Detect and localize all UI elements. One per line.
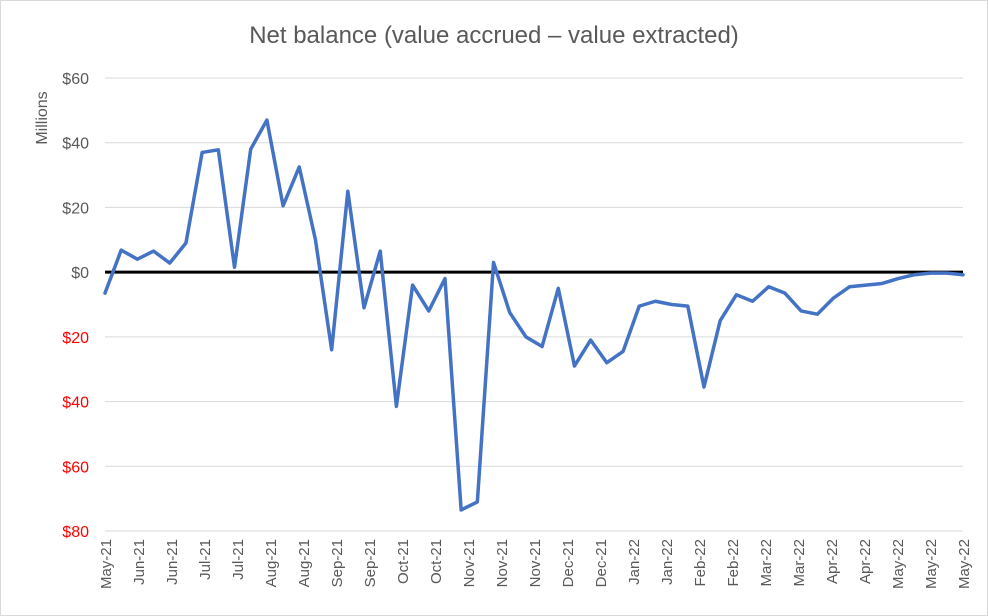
- x-tick-label: Jun-21: [164, 539, 181, 585]
- data-point: [945, 271, 949, 275]
- data-point: [864, 283, 868, 287]
- data-point: [718, 319, 722, 322]
- data-point: [816, 313, 819, 316]
- y-tick-label: $80: [62, 524, 89, 541]
- data-point: [573, 364, 576, 368]
- data-point: [767, 285, 770, 288]
- x-tick-label: Sep-21: [329, 539, 346, 587]
- x-tick-label: Nov-21: [494, 539, 511, 587]
- data-point: [880, 282, 884, 285]
- data-point: [654, 300, 657, 303]
- data-point: [298, 165, 301, 169]
- x-tick-label: Feb-22: [692, 539, 709, 587]
- x-tick-label: Mar-22: [791, 539, 808, 587]
- data-point: [929, 271, 932, 275]
- y-tick-label: $20: [62, 330, 89, 347]
- data-point: [621, 350, 625, 353]
- x-tick-label: Jul-21: [197, 539, 214, 580]
- x-tick-label: Dec-21: [560, 539, 577, 587]
- x-tick-label: Mar-22: [758, 539, 775, 587]
- data-point: [638, 304, 641, 308]
- y-tick-label: $20: [62, 200, 89, 217]
- chart-title: Net balance (value accrued – value extra…: [249, 22, 739, 49]
- x-tick-label: Jul-21: [230, 539, 247, 580]
- data-point: [249, 147, 252, 151]
- series-line: [103, 118, 965, 512]
- x-tick-label: Apr-22: [857, 539, 874, 584]
- data-point: [168, 261, 171, 265]
- data-point: [476, 500, 479, 504]
- data-point: [832, 296, 835, 300]
- data-point: [751, 300, 754, 303]
- y-tick-label: $40: [62, 136, 89, 153]
- data-point: [281, 204, 285, 208]
- data-point: [783, 291, 787, 295]
- y-tick-label: $60: [62, 459, 89, 476]
- data-point: [735, 293, 738, 296]
- data-point: [508, 311, 511, 314]
- data-point: [330, 348, 333, 351]
- x-tick-label: Dec-21: [593, 539, 610, 587]
- x-axis: May-21 Jun-21 Jun-21 Jul-21 Jul-21 Aug-21 Aug-…: [98, 539, 973, 589]
- data-point: [265, 118, 269, 122]
- x-tick-label: May-22: [890, 539, 907, 589]
- data-point: [184, 241, 188, 245]
- data-point: [605, 361, 609, 364]
- data-point: [897, 277, 900, 280]
- data-point: [913, 273, 916, 276]
- y-axis: $60 $40 $20 $0 $20 $40 $60 $80: [62, 71, 89, 541]
- x-tick-label: Nov-21: [461, 539, 478, 587]
- data-point: [314, 238, 317, 241]
- x-tick-label: Jan-22: [626, 539, 643, 585]
- data-point: [557, 287, 560, 290]
- x-tick-label: Aug-21: [296, 539, 313, 587]
- data-point: [540, 345, 544, 348]
- gridlines: [105, 77, 963, 532]
- data-point: [395, 405, 398, 408]
- y-axis-title: Millions: [34, 91, 51, 144]
- data-point: [103, 291, 107, 295]
- x-tick-label: May-22: [956, 539, 973, 589]
- x-tick-label: Apr-22: [824, 539, 841, 584]
- data-point: [379, 249, 382, 253]
- data-point: [233, 266, 236, 269]
- x-tick-label: Sep-21: [362, 539, 379, 587]
- x-tick-label: Nov-21: [527, 539, 544, 587]
- data-point: [119, 248, 123, 252]
- y-tick-label: $40: [62, 395, 89, 412]
- data-point: [362, 306, 366, 309]
- y-tick-label: $60: [62, 71, 89, 88]
- data-point: [848, 285, 851, 288]
- x-tick-label: May-21: [98, 539, 115, 589]
- data-point: [589, 338, 592, 342]
- x-tick-label: May-22: [923, 539, 940, 589]
- data-point: [492, 261, 495, 264]
- x-tick-label: Oct-21: [428, 539, 445, 584]
- data-point: [686, 304, 689, 308]
- data-point: [799, 309, 803, 313]
- data-point: [200, 151, 204, 154]
- x-tick-label: Oct-21: [395, 539, 412, 584]
- data-point: [427, 309, 430, 313]
- data-point: [136, 258, 139, 261]
- data-point: [217, 148, 220, 152]
- data-point: [524, 335, 528, 339]
- x-tick-label: Jan-22: [659, 539, 676, 585]
- data-point: [346, 190, 350, 193]
- data-point: [459, 508, 463, 512]
- series-group: [103, 118, 965, 512]
- data-point: [443, 277, 447, 280]
- y-tick-label: $0: [71, 265, 89, 282]
- x-tick-label: Aug-21: [263, 539, 280, 587]
- data-point: [670, 303, 673, 306]
- x-tick-label: Feb-22: [725, 539, 742, 587]
- data-point: [702, 385, 706, 389]
- data-point: [411, 283, 414, 287]
- data-point: [152, 249, 155, 253]
- data-point: [961, 273, 965, 276]
- x-tick-label: Jun-21: [131, 539, 148, 585]
